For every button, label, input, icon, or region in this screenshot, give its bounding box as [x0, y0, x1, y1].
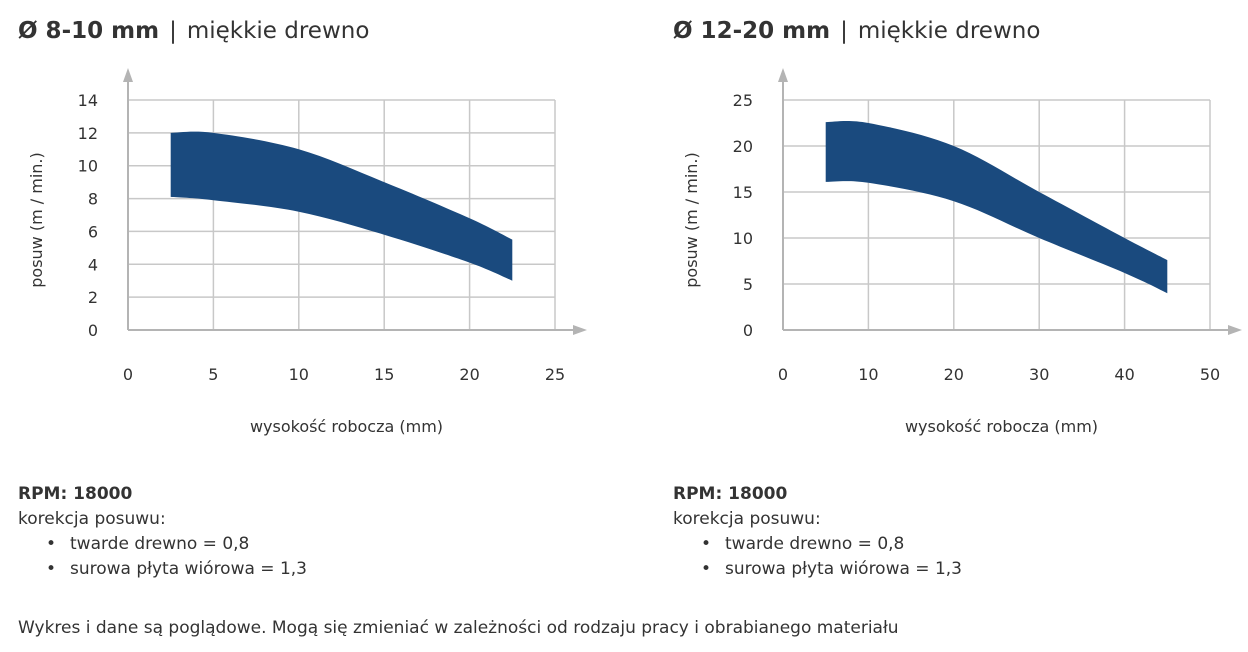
- chart-info: RPM: 18000 korekcja posuwu: twarde drewn…: [18, 482, 307, 582]
- y-tick-label: 0: [743, 321, 753, 340]
- list-item: surowa płyta wiórowa = 1,3: [46, 557, 307, 582]
- chart-panel-large: Ø 12-20 mm | miękkie drewno 0 5 10 15 20 25 0 10 2…: [655, 0, 1248, 600]
- feed-rate-chart: 0 2 4 6 8 10 12 14 0 5 10 15 20 25 wysokość robocza (m…: [27, 68, 587, 436]
- correction-label: korekcja posuwu:: [18, 509, 166, 529]
- y-tick-label: 10: [733, 229, 753, 248]
- list-item: surowa płyta wiórowa = 1,3: [701, 557, 962, 582]
- x-tick-label: 20: [459, 365, 479, 384]
- y-tick-label: 12: [78, 124, 98, 143]
- y-tick-label: 20: [733, 137, 753, 156]
- x-tick-label: 20: [944, 365, 964, 384]
- x-tick-label: 30: [1029, 365, 1049, 384]
- y-axis-arrow: [778, 68, 788, 82]
- title-separator: |: [169, 18, 177, 44]
- y-axis-label: posuw (m / min.): [27, 152, 46, 287]
- y-tick-label: 5: [743, 275, 753, 294]
- title-separator: |: [840, 18, 848, 44]
- correction-label: korekcja posuwu:: [673, 509, 821, 529]
- feed-rate-chart: 0 5 10 15 20 25 0 10 20 30 40 50 wysokość robocza (m…: [682, 68, 1242, 436]
- title-diameter: Ø 8-10 mm: [18, 18, 160, 44]
- title-material: miękkie drewno: [186, 18, 370, 44]
- y-tick-label: 15: [733, 183, 753, 202]
- chart-title: Ø 12-20 mm | miękkie drewno: [673, 18, 1040, 44]
- title-diameter: Ø 12-20 mm: [673, 18, 831, 44]
- x-tick-label: 40: [1114, 365, 1134, 384]
- y-tick-label: 2: [88, 288, 98, 307]
- correction-list: twarde drewno = 0,8 surowa płyta wiórowa…: [18, 532, 307, 582]
- y-tick-label: 8: [88, 190, 98, 209]
- feed-rate-band: [170, 131, 513, 281]
- x-tick-label: 0: [123, 365, 133, 384]
- y-tick-label: 4: [88, 255, 98, 274]
- x-tick-label: 50: [1200, 365, 1220, 384]
- list-item: twarde drewno = 0,8: [46, 532, 307, 557]
- disclaimer-note: Wykres i dane są poglądowe. Mogą się zmi…: [18, 618, 899, 638]
- correction-list: twarde drewno = 0,8 surowa płyta wiórowa…: [673, 532, 962, 582]
- list-item: twarde drewno = 0,8: [701, 532, 962, 557]
- x-tick-label: 15: [374, 365, 394, 384]
- rpm-label: RPM: 18000: [18, 484, 133, 504]
- x-axis-arrow: [1228, 325, 1242, 335]
- x-tick-label: 25: [545, 365, 565, 384]
- y-tick-label: 10: [78, 157, 98, 176]
- y-tick-label: 25: [733, 91, 753, 110]
- y-tick-label: 6: [88, 222, 98, 241]
- y-tick-label: 0: [88, 321, 98, 340]
- chart-panel-small: Ø 8-10 mm | miękkie drewno 0 2 4 6 8 10 12 14 0 5 10…: [0, 0, 600, 600]
- x-axis-arrow: [573, 325, 587, 335]
- y-tick-label: 14: [78, 91, 98, 110]
- x-axis-label: wysokość robocza (mm): [250, 417, 443, 436]
- title-material: miękkie drewno: [857, 18, 1041, 44]
- x-tick-label: 0: [778, 365, 788, 384]
- x-tick-label: 10: [858, 365, 878, 384]
- x-axis-label: wysokość robocza (mm): [905, 417, 1098, 436]
- y-axis-label: posuw (m / min.): [682, 152, 701, 287]
- rpm-label: RPM: 18000: [673, 484, 788, 504]
- y-axis-arrow: [123, 68, 133, 82]
- chart-title: Ø 8-10 mm | miękkie drewno: [18, 18, 369, 44]
- x-tick-label: 5: [208, 365, 218, 384]
- feed-rate-band: [825, 120, 1168, 294]
- chart-info: RPM: 18000 korekcja posuwu: twarde drewn…: [673, 482, 962, 582]
- x-tick-label: 10: [289, 365, 309, 384]
